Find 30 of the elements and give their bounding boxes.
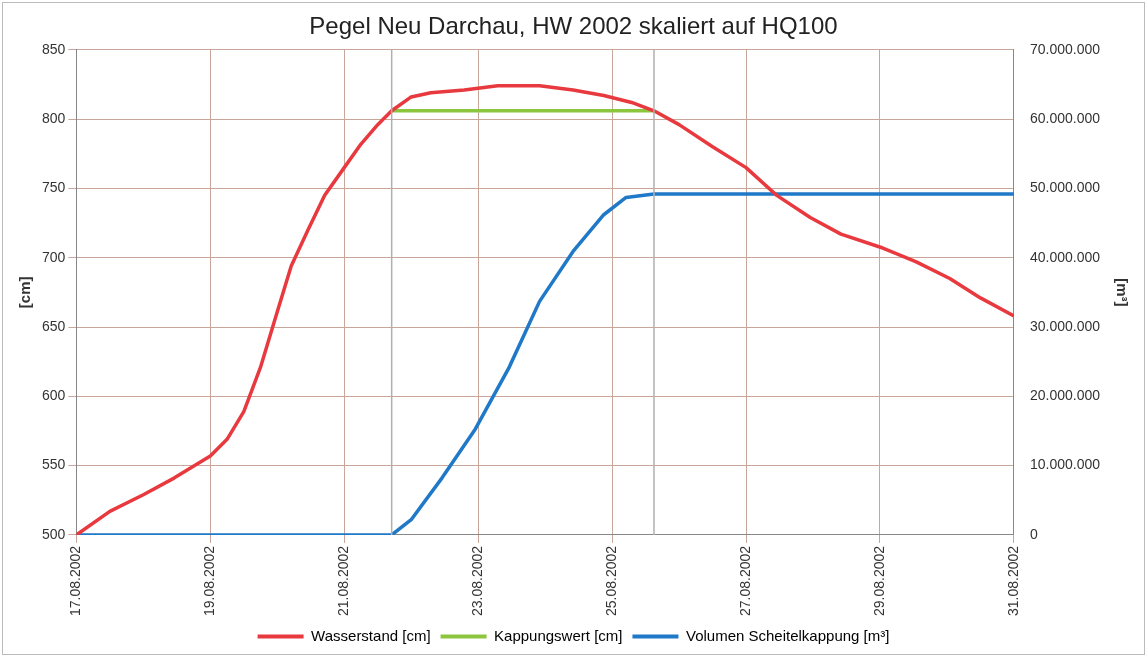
y-tick-label: 700 — [42, 248, 66, 265]
y2-tick-label: 10.000.000 — [1029, 456, 1101, 473]
y-tick-label: 500 — [42, 525, 66, 542]
y-tick-label: 800 — [42, 109, 66, 126]
y2-tick-label: 20.000.000 — [1029, 387, 1101, 404]
x-tick-label: 23.08.2002 — [469, 545, 486, 617]
y2-tick-label: 40.000.000 — [1029, 248, 1101, 265]
y2-axis-title: [m³] — [1113, 278, 1131, 307]
x-tick-label: 31.08.2002 — [1004, 545, 1021, 617]
y2-tick-label: 30.000.000 — [1029, 317, 1101, 334]
legend-label: Volumen Scheitelkappung [m³] — [685, 626, 890, 644]
y-tick-label: 550 — [42, 456, 66, 473]
x-tick-label: 27.08.2002 — [736, 545, 753, 617]
y-tick-label: 600 — [42, 387, 66, 404]
y-tick-label: 650 — [42, 317, 66, 334]
x-tick-label: 21.08.2002 — [335, 545, 352, 617]
x-tick-label: 19.08.2002 — [201, 545, 218, 617]
y2-tick-label: 50.000.000 — [1029, 179, 1101, 196]
x-tick-label: 29.08.2002 — [870, 545, 887, 617]
y-tick-label: 850 — [42, 40, 66, 57]
y2-tick-label: 60.000.000 — [1029, 109, 1101, 126]
legend-label: Wasserstand [cm] — [311, 626, 431, 644]
y-axis-title: [cm] — [16, 276, 34, 309]
x-tick-label: 25.08.2002 — [602, 545, 619, 617]
legend-label: Kappungswert [cm] — [494, 626, 623, 644]
y2-tick-label: 0 — [1029, 525, 1038, 542]
y-tick-label: 750 — [42, 179, 66, 196]
y2-tick-label: 70.000.000 — [1029, 40, 1101, 57]
x-tick-label: 17.08.2002 — [67, 545, 84, 617]
chart-title: Pegel Neu Darchau, HW 2002 skaliert auf HQ100 — [309, 12, 838, 40]
